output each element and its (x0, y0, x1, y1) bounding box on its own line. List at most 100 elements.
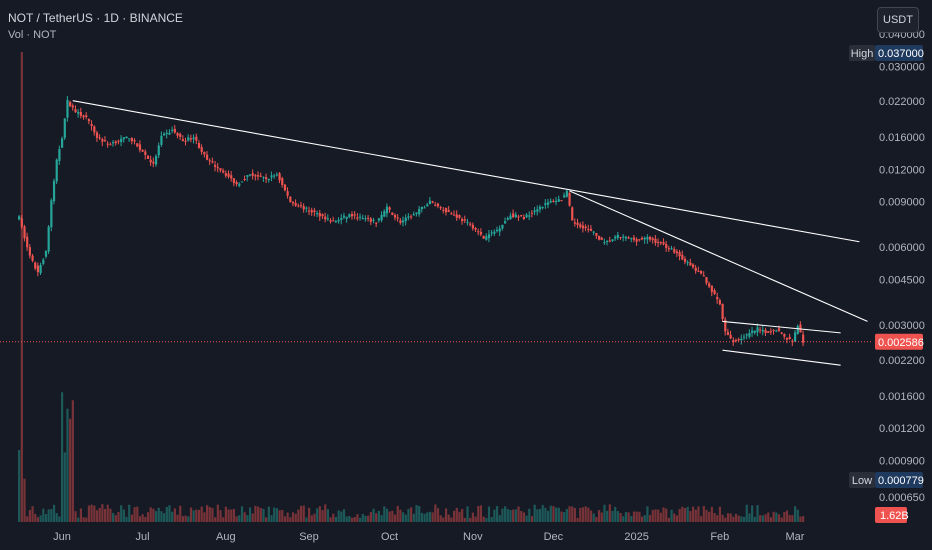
time-tick-label: Oct (381, 531, 398, 543)
candle (28, 244, 31, 259)
volume-tag: 1.62B (875, 507, 909, 523)
candle (689, 258, 692, 266)
candle (718, 298, 722, 306)
time-tick-label: Feb (710, 531, 729, 543)
candle (450, 211, 453, 215)
candle (415, 212, 418, 217)
volume-bar (616, 511, 619, 522)
volume-bar (90, 504, 93, 522)
volume-bar (412, 513, 415, 522)
price-axis[interactable]: 0.0400000.0300000.0220000.0160000.012000… (879, 29, 925, 504)
volume-bar (528, 508, 531, 522)
candle (230, 171, 233, 182)
volume-bar (93, 505, 96, 522)
candle (128, 138, 131, 142)
volume-bar (630, 515, 633, 522)
volume-bar (544, 507, 547, 522)
candle (173, 125, 176, 134)
volume-bar (85, 517, 88, 522)
volume-bar (455, 507, 458, 522)
volume-bar (420, 512, 423, 522)
candle (767, 331, 770, 334)
volume-bar (345, 516, 348, 522)
candle (254, 173, 257, 181)
volume-bar (281, 509, 284, 522)
volume-bar (651, 510, 654, 522)
price-tick-label: 0.000650 (879, 492, 925, 504)
candle (152, 157, 155, 168)
volume-bar (796, 509, 799, 522)
volume-bar (106, 504, 109, 522)
candle (461, 217, 464, 225)
time-tick-label: Dec (544, 531, 564, 543)
candle (485, 233, 488, 241)
trendline[interactable] (722, 349, 841, 366)
candle (286, 187, 289, 199)
candle (635, 237, 638, 246)
candle (316, 210, 319, 218)
candle (324, 212, 327, 223)
trendline[interactable] (72, 100, 860, 243)
volume-bar (267, 506, 270, 522)
candle (98, 134, 101, 140)
price-tick-label: 0.001600 (879, 391, 925, 403)
volume-bar (538, 508, 542, 522)
time-tick-label: Mar (786, 531, 805, 543)
candle (691, 263, 695, 269)
time-axis[interactable]: Jun Jul Aug Sep Oct Nov Dec 2025 Feb Mar (53, 531, 805, 543)
volume-bar (751, 505, 754, 522)
volume-bar (587, 507, 590, 522)
volume-bar (423, 513, 426, 522)
candle (176, 132, 179, 139)
candle (380, 211, 383, 223)
candle (442, 206, 445, 214)
volume-bar (783, 512, 786, 522)
candle (222, 168, 225, 174)
volume-bar (477, 505, 480, 522)
volume-bar (453, 510, 456, 522)
volume-bar (592, 513, 595, 522)
volume-bar (79, 508, 82, 522)
volume-bar (189, 507, 193, 522)
candle (563, 192, 566, 198)
volume-bar (426, 512, 429, 522)
volume-bar (356, 514, 359, 522)
volume-bar (55, 513, 58, 522)
volume-bar (444, 508, 448, 522)
volume-bar (713, 512, 716, 522)
trendline[interactable] (569, 190, 868, 322)
candle (393, 213, 397, 221)
volume-bar (165, 506, 168, 522)
candle (557, 195, 560, 202)
candle (90, 120, 93, 131)
svg-text:0.000779: 0.000779 (878, 475, 924, 487)
volume-bar (313, 513, 316, 522)
volume-bar (732, 516, 735, 522)
candle (34, 261, 37, 271)
candle (321, 213, 324, 219)
candle (179, 132, 182, 140)
volume-bar (275, 508, 278, 522)
volume-bar (329, 517, 332, 522)
price-tick-label: 0.009000 (879, 197, 925, 209)
candle (369, 217, 372, 225)
volume-bar (597, 510, 601, 522)
candle (187, 134, 190, 142)
volume-bar (670, 509, 673, 522)
trendline[interactable] (722, 320, 841, 334)
volume-bar (705, 509, 708, 522)
candle (662, 238, 665, 246)
volume-label: Vol · NOT (8, 29, 57, 41)
currency-button[interactable]: USDT (877, 7, 919, 33)
volume-bar (458, 511, 461, 522)
volume-bar (729, 513, 732, 522)
volume-bar (262, 508, 265, 522)
candle (184, 137, 187, 146)
volume-bar (657, 509, 660, 522)
volume-bar (372, 508, 375, 522)
candle (216, 162, 219, 173)
candle (257, 171, 260, 181)
volume-bar (708, 511, 711, 522)
candle (479, 228, 483, 237)
